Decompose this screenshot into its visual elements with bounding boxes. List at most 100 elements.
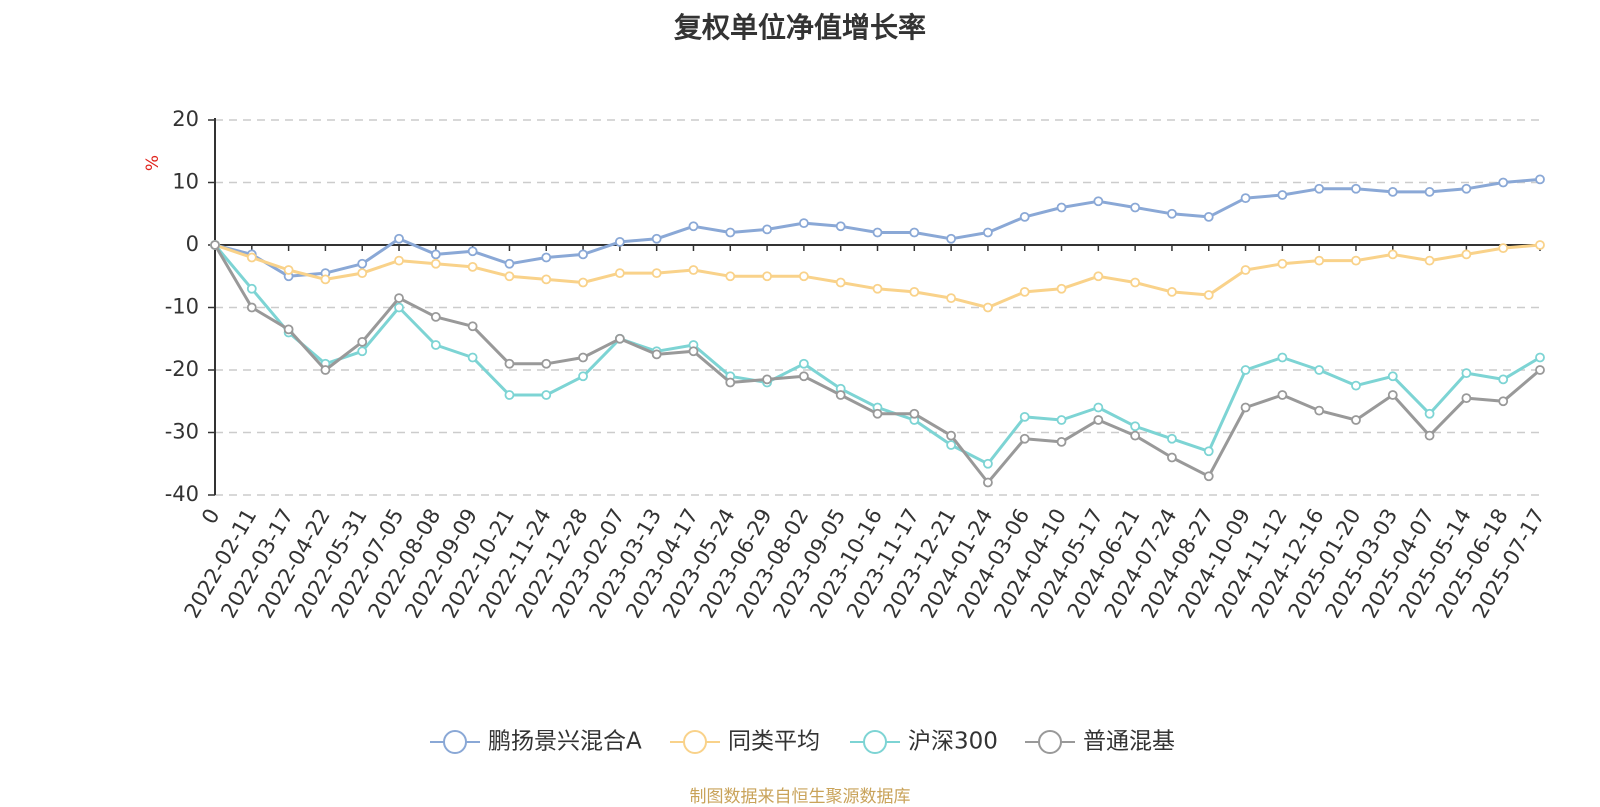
data-point [467,321,478,332]
data-point [467,246,478,257]
data-point [504,271,515,282]
data-point [1019,411,1030,422]
data-point [320,365,331,375]
data-point [504,358,515,369]
data-point [651,349,662,360]
data-point [1535,240,1545,250]
data-point [1424,430,1435,441]
data-point [541,358,552,369]
data-point [1167,433,1177,444]
data-point [983,458,993,469]
data-point [1535,174,1545,185]
data-point [1277,258,1288,269]
data-point [430,311,441,322]
data-point [246,283,257,294]
data-point [1167,208,1177,219]
y-axis: 20 10 0 -10 -20 -30 -40 [165,107,216,506]
chart-title: 复权单位净值增长率 [673,11,926,44]
legend-marker [683,730,707,754]
data-point [357,258,368,269]
data-point [872,227,883,238]
data-point [835,390,846,400]
y-tick-label: -30 [165,420,199,444]
data-point [1203,446,1214,457]
data-point [1535,352,1545,363]
data-point [1167,286,1177,297]
data-point [541,252,552,263]
data-point [1387,186,1398,197]
data-point [1130,421,1141,432]
data-point [394,255,404,266]
data-point [357,336,368,347]
data-point [357,268,368,279]
data-point [1277,190,1288,200]
x-tick-label: 0 [197,505,224,529]
data-point [1240,402,1251,413]
legend-marker [443,730,467,754]
data-point [1387,249,1398,260]
data-point [504,390,515,400]
data-point [1277,352,1288,363]
data-point [614,333,625,344]
legend-label: 同类平均 [728,729,820,755]
data-point [798,218,809,229]
data-point [762,224,772,235]
data-point [1167,452,1177,463]
data-point [430,249,441,260]
data-point [1461,249,1472,260]
data-point [578,249,588,260]
series-line [213,244,1541,484]
data-point [946,430,957,441]
data-point [1093,271,1104,282]
data-point [1498,243,1509,254]
data-point [1424,408,1435,419]
data-point [246,302,257,313]
data-point [946,293,957,304]
data-point [1240,265,1251,275]
data-point [946,233,957,244]
data-point [872,283,883,294]
data-point [614,268,625,279]
data-point [357,346,368,357]
data-point [835,277,846,288]
y-tick-label: 0 [186,232,199,256]
grid-lines [215,119,1540,496]
data-point [983,227,993,238]
data-point [1019,286,1030,297]
data-point [283,265,294,275]
data-point [1130,430,1141,441]
data-point [1314,255,1325,266]
series-line [213,244,1541,466]
data-point [1019,433,1030,444]
data-point [246,252,257,263]
legend-marker [863,730,887,754]
data-point [504,258,515,269]
data-point [725,271,736,282]
data-point [798,358,809,369]
data-point [1130,202,1141,213]
y-tick-label: -40 [165,482,199,506]
data-point [1461,368,1472,379]
data-point [762,374,772,385]
data-point [430,258,441,269]
data-point [1093,402,1104,413]
data-point [1387,390,1398,400]
data-point [1461,183,1472,194]
data-point [1314,365,1325,375]
data-point [1498,177,1509,188]
data-point [541,274,552,285]
data-point [1351,415,1361,425]
data-point [1093,415,1104,425]
y-tick-label: 20 [172,107,199,131]
data-point [320,274,331,285]
data-point [725,227,736,238]
data-point [872,408,883,419]
data-point [394,233,404,244]
data-point [1424,186,1435,197]
series-line [214,243,1541,309]
data-point [1351,380,1361,391]
y-axis-unit-label: % [143,155,163,171]
data-point [1056,202,1067,213]
data-point [1461,393,1472,404]
